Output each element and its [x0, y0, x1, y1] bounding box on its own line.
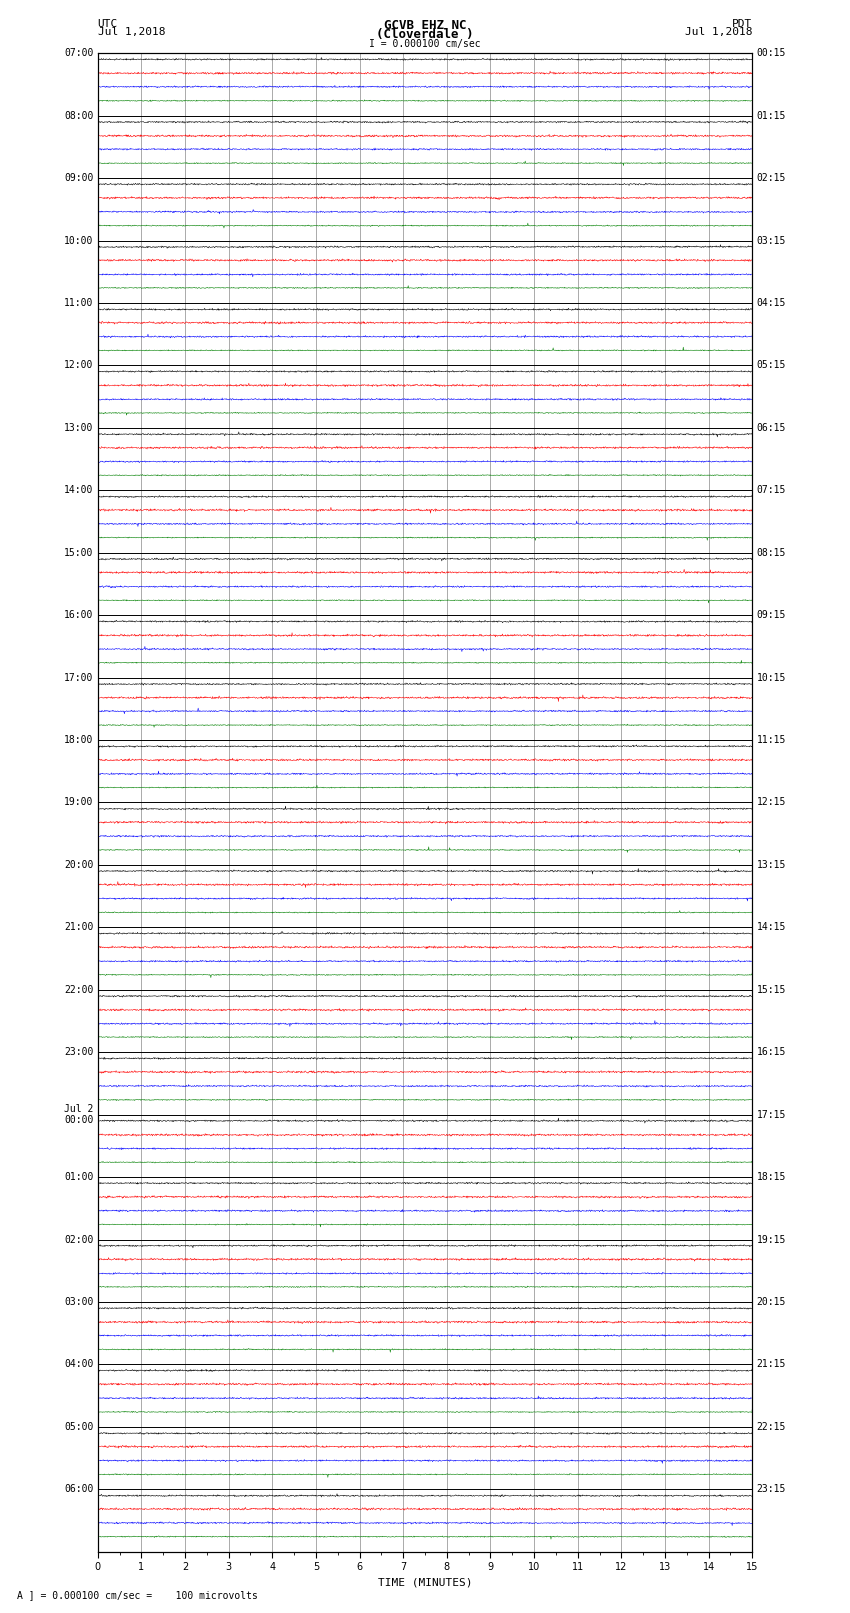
Text: UTC: UTC — [98, 18, 118, 29]
X-axis label: TIME (MINUTES): TIME (MINUTES) — [377, 1578, 473, 1587]
Text: GCVB EHZ NC: GCVB EHZ NC — [383, 18, 467, 32]
Text: (Cloverdale ): (Cloverdale ) — [377, 29, 473, 42]
Text: I = 0.000100 cm/sec: I = 0.000100 cm/sec — [369, 39, 481, 48]
Text: Jul 1,2018: Jul 1,2018 — [685, 27, 752, 37]
Text: PDT: PDT — [732, 18, 752, 29]
Text: A ] = 0.000100 cm/sec =    100 microvolts: A ] = 0.000100 cm/sec = 100 microvolts — [17, 1590, 258, 1600]
Text: Jul 1,2018: Jul 1,2018 — [98, 27, 165, 37]
